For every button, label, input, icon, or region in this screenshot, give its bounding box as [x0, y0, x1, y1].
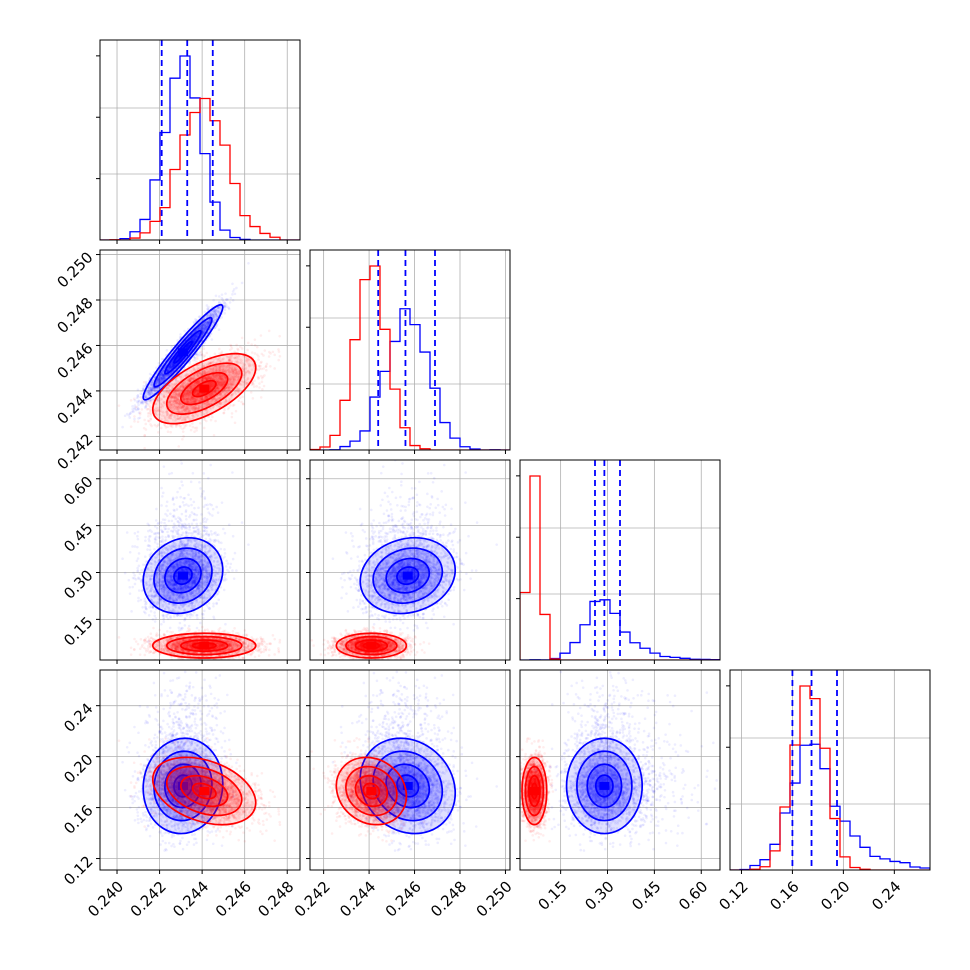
y-tick-label: 0.246	[53, 339, 96, 382]
x-tick-label: 0.15	[535, 878, 571, 914]
panel-frame	[729, 669, 931, 871]
x-tick-label: 0.242	[291, 878, 334, 921]
hist-series-0	[310, 308, 510, 450]
panel-frame	[99, 459, 301, 661]
x-tick-label: 0.244	[336, 878, 379, 921]
panel-1-1	[306, 249, 511, 454]
hist-series-0	[100, 55, 300, 240]
panel-frame	[309, 459, 511, 661]
x-tick-label: 0.248	[254, 878, 297, 921]
y-tick-label: 0.45	[60, 519, 96, 555]
x-tick-label: 0.30	[581, 878, 617, 914]
contours-series-1	[151, 632, 257, 659]
panel-3-2	[516, 669, 721, 874]
panel-frame	[309, 669, 511, 871]
y-tick-label: 0.20	[60, 750, 96, 786]
contours-series-0	[565, 737, 644, 835]
panel-3-0	[96, 669, 301, 874]
panel-3-1	[306, 669, 511, 874]
contours-series-1	[151, 756, 257, 826]
y-tick-label: 0.12	[60, 852, 96, 888]
panel-1-0	[96, 249, 301, 454]
x-tick-label: 0.250	[473, 878, 516, 921]
panel-frame	[519, 669, 721, 871]
y-tick-label: 0.248	[53, 294, 96, 337]
x-tick-label: 0.60	[675, 878, 711, 914]
x-tick-label: 0.246	[382, 878, 425, 921]
x-tick-label: 0.248	[427, 878, 470, 921]
panel-2-1	[306, 459, 511, 664]
y-tick-label: 0.244	[53, 385, 96, 428]
contours-series-1	[335, 632, 408, 659]
hist-series-1	[100, 97, 300, 240]
hist-series-1	[520, 475, 720, 660]
panel-frame	[99, 669, 301, 871]
x-tick-label: 0.246	[212, 878, 255, 921]
panel-frame	[99, 249, 301, 451]
y-tick-label: 0.16	[60, 801, 96, 837]
x-tick-label: 0.16	[766, 878, 802, 914]
y-tick-label: 0.242	[53, 430, 96, 473]
hist-series-1	[310, 265, 510, 450]
hist-series-1	[730, 685, 930, 870]
x-tick-label: 0.240	[84, 878, 127, 921]
panel-2-2	[516, 459, 721, 664]
y-tick-label: 0.30	[60, 566, 96, 602]
y-tick-label: 0.250	[53, 248, 96, 291]
y-tick-label: 0.15	[60, 613, 96, 649]
panel-frame	[99, 39, 301, 241]
panel-frame	[519, 459, 721, 661]
contours-series-1	[335, 756, 408, 826]
contours-series-0	[142, 303, 224, 401]
contours-series-1	[521, 756, 548, 826]
panel-2-0	[96, 459, 301, 664]
y-tick-label: 0.60	[60, 473, 96, 509]
contours-series-0	[142, 536, 224, 615]
x-tick-label: 0.45	[628, 878, 664, 914]
x-tick-label: 0.242	[127, 878, 170, 921]
panel-frame	[309, 249, 511, 451]
panel-0-0	[96, 39, 301, 244]
scatter-series-0	[534, 670, 720, 852]
x-tick-label: 0.24	[868, 878, 904, 914]
x-tick-label: 0.12	[715, 878, 751, 914]
y-tick-label: 0.24	[60, 699, 96, 735]
panel-3-3	[726, 669, 931, 874]
contours-series-1	[151, 352, 257, 425]
x-tick-label: 0.244	[169, 878, 212, 921]
x-tick-label: 0.20	[817, 878, 853, 914]
contours-series-0	[359, 536, 457, 615]
